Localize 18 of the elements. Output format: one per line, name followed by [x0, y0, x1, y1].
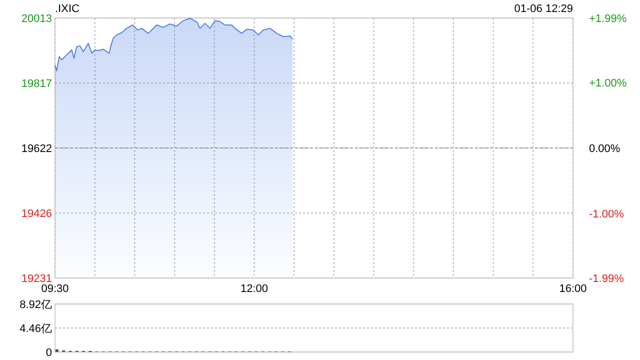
y-tick-label: 19231: [21, 273, 52, 285]
y-tick-label: 4.46亿: [20, 323, 52, 335]
chart-subtitle: 01-06 12:29: [514, 3, 573, 15]
y-tick-label: 8.92亿: [20, 299, 52, 311]
chart-title: .IXIC: [55, 3, 80, 15]
x-tick-label: 12:00: [240, 283, 268, 295]
y2-tick-label: +1.00%: [589, 78, 627, 90]
y-tick-label: 19622: [21, 143, 52, 155]
y-tick-label: 0: [46, 347, 52, 359]
y-tick-label: 19426: [21, 208, 52, 220]
y2-tick-label: +1.99%: [589, 13, 627, 25]
y2-tick-label: 0.00%: [589, 143, 620, 155]
y-tick-label: 20013: [21, 13, 52, 25]
y2-tick-label: -1.00%: [589, 208, 624, 220]
x-tick-label: 09:30: [41, 283, 69, 295]
y-tick-label: 19817: [21, 78, 52, 90]
x-tick-label: 16:00: [559, 283, 587, 295]
y2-tick-label: -1.99%: [589, 273, 624, 285]
